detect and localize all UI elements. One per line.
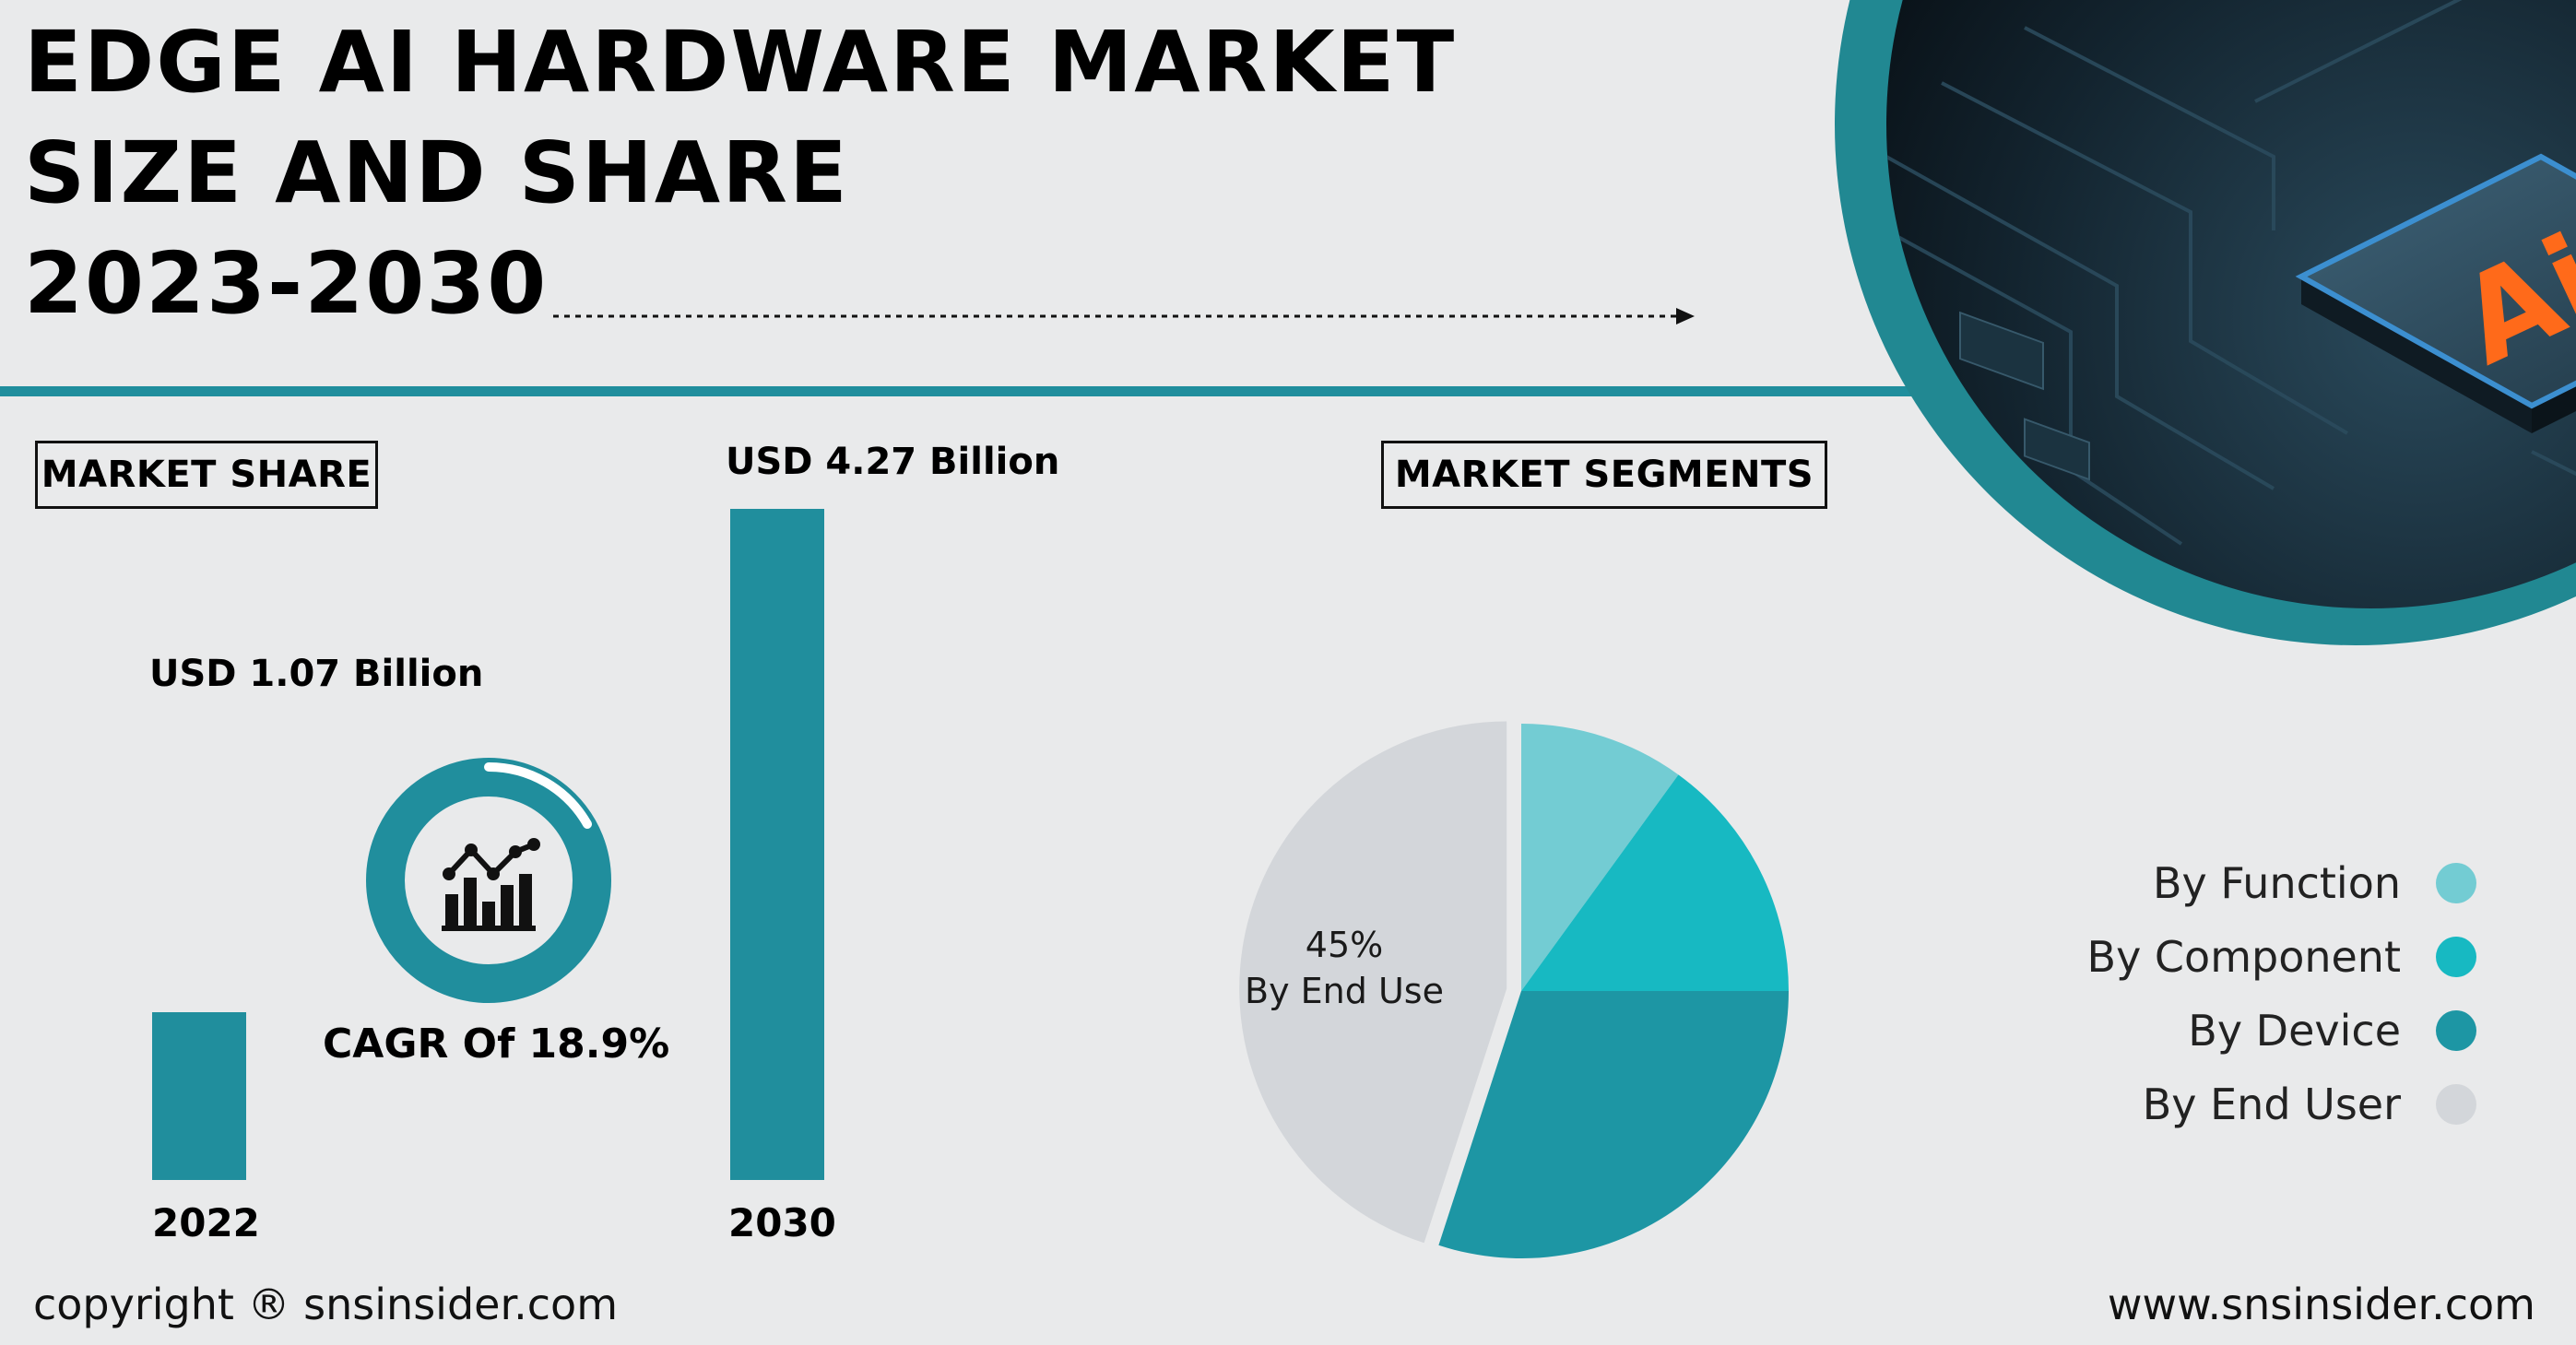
header-divider bbox=[0, 386, 1973, 396]
legend-dot-device bbox=[2436, 1010, 2476, 1051]
legend-dot-end-user bbox=[2436, 1084, 2476, 1125]
legend-label-function: By Function bbox=[2152, 858, 2401, 908]
bar-value-label-2022: USD 1.07 Billion bbox=[149, 653, 484, 695]
bar-2022 bbox=[152, 1011, 246, 1180]
legend-item-component: By Component bbox=[2087, 920, 2476, 994]
market-segments-pie-chart: 45% By End Use bbox=[1239, 721, 1789, 1258]
pie-slice-name-label: By End Use bbox=[1245, 971, 1444, 1011]
cagr-label: CAGR Of 18.9% bbox=[323, 1021, 670, 1068]
market-share-heading: MARKET SHARE bbox=[35, 441, 378, 509]
ai-chip-image: Ai bbox=[1886, 0, 2576, 608]
pie-slice-device bbox=[1438, 991, 1789, 1258]
pie-slice-component bbox=[1521, 774, 1789, 991]
pie-legend: By Function By Component By Device By En… bbox=[2087, 846, 2476, 1141]
pie-slice-pct-label: 45% bbox=[1306, 925, 1383, 965]
bar-2030 bbox=[730, 509, 824, 1180]
bar-category-label-2022: 2022 bbox=[152, 1200, 260, 1245]
bar-chart-trend-icon bbox=[442, 838, 540, 931]
legend-item-device: By Device bbox=[2087, 994, 2476, 1068]
dotted-arrow-icon bbox=[553, 308, 1695, 324]
title-line-2: SIZE AND SHARE bbox=[24, 124, 849, 222]
legend-label-component: By Component bbox=[2086, 932, 2401, 982]
legend-label-end-user: By End User bbox=[2142, 1080, 2401, 1129]
pie-slice-function bbox=[1521, 724, 1679, 991]
copyright-text: copyright ® snsinsider.com bbox=[33, 1280, 619, 1329]
legend-label-device: By Device bbox=[2188, 1006, 2401, 1056]
legend-item-end-user: By End User bbox=[2087, 1068, 2476, 1141]
bar-value-label-2030: USD 4.27 Billion bbox=[726, 441, 1060, 483]
title-line-3: 2023-2030 bbox=[24, 234, 549, 333]
ai-chip-illustration: Ai bbox=[1886, 0, 2576, 608]
title-line-1: EDGE AI HARDWARE MARKET bbox=[24, 13, 1457, 112]
website-link[interactable]: www.snsinsider.com bbox=[2107, 1280, 2535, 1329]
market-segments-heading: MARKET SEGMENTS bbox=[1381, 441, 1827, 509]
legend-dot-function bbox=[2436, 863, 2476, 903]
bar-category-label-2030: 2030 bbox=[728, 1200, 836, 1245]
cagr-ring bbox=[366, 758, 611, 1003]
legend-item-function: By Function bbox=[2087, 846, 2476, 920]
legend-dot-component bbox=[2436, 937, 2476, 977]
pie-slice-end-user bbox=[1239, 721, 1507, 1244]
